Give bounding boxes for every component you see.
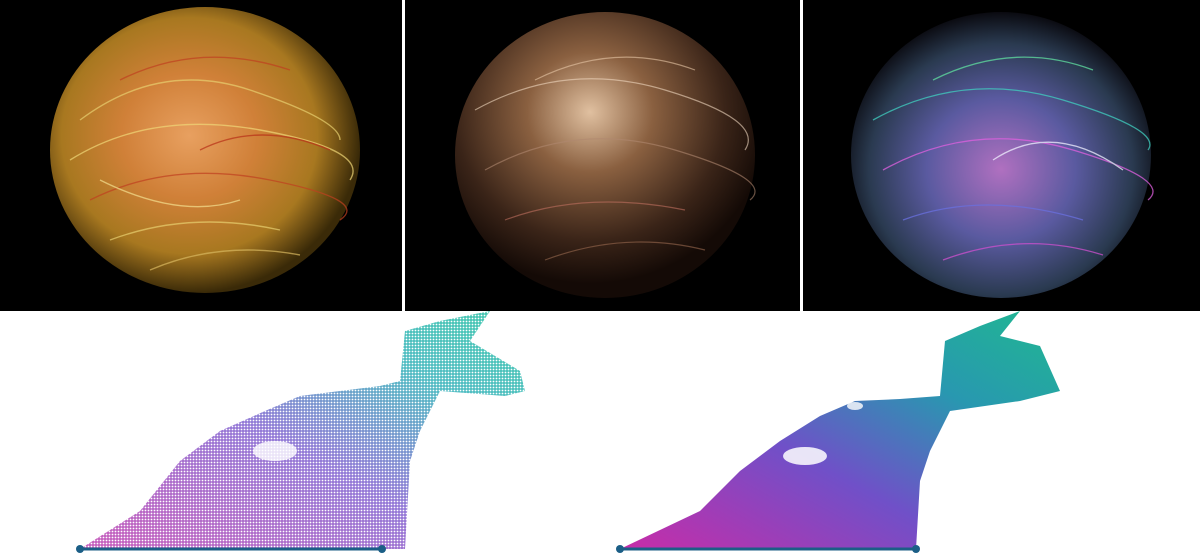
fur-sphere-muted-panel [405,0,800,311]
fur-sphere-colorful-panel [803,0,1200,311]
fur-sphere-warm-panel [0,0,402,311]
point-surface-panel [0,311,600,555]
fur-sphere-warm-image [50,7,360,293]
point-surface-image [76,311,525,553]
shaded-surface-image [616,311,1060,553]
baseline-start-marker [616,545,624,553]
fur-strands [872,56,1154,261]
fur-sphere-colorful-image [851,12,1154,298]
fur-strands [69,56,354,271]
highlight-small [847,402,863,410]
fur-strands [474,56,756,261]
sphere-body [455,12,755,298]
highlight [253,441,297,461]
fur-sphere-muted-image [455,12,756,298]
sphere-body [50,7,360,293]
baseline-start-marker [76,545,84,553]
surface-points [80,311,525,549]
baseline-end-marker [378,545,386,553]
surface-shape [620,311,1060,549]
highlight [783,447,827,465]
shaded-surface-panel [600,311,1200,555]
baseline-end-marker [912,545,920,553]
